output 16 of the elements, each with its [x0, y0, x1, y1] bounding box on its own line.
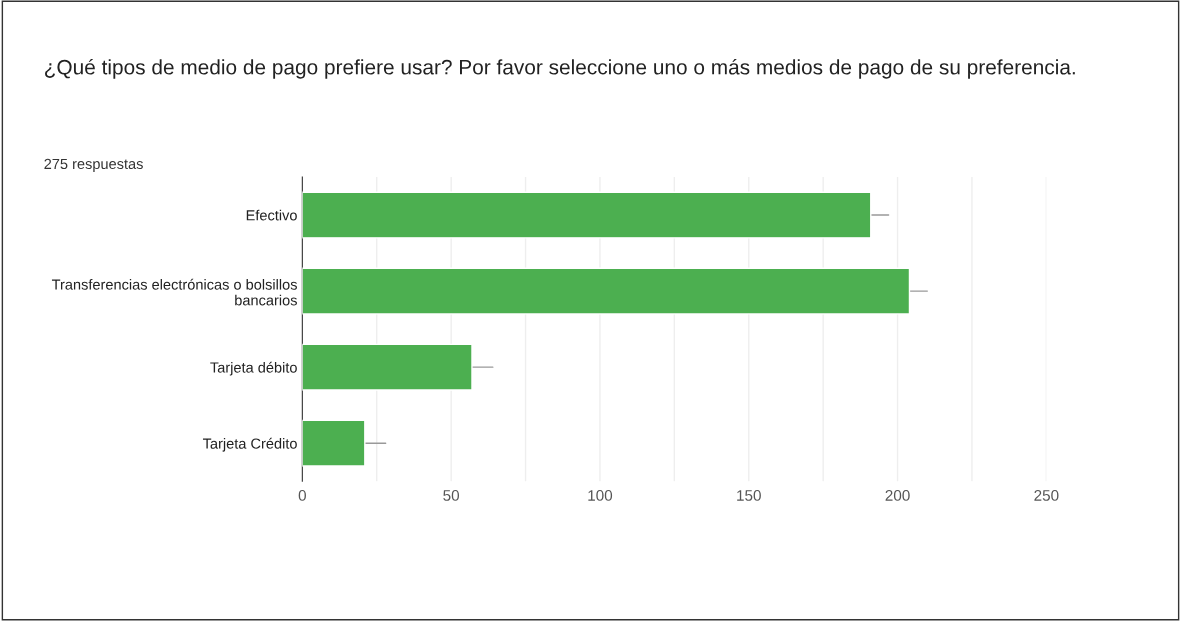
text: 275 respuestas	[44, 158, 143, 172]
bar	[302, 267, 911, 315]
y-tick-label: Transferencias electrónicas o bolsillos bancarios	[51, 278, 297, 306]
bar	[302, 419, 366, 467]
x-tick-label: 250	[1034, 490, 1059, 501]
y-tick-label: Efectivo	[246, 209, 297, 221]
x-tick-label: 100	[588, 490, 613, 501]
y-tick-label: Tarjeta débito	[210, 361, 297, 376]
x-tick-label: 200	[885, 490, 910, 501]
x-tick-label: 50	[443, 490, 460, 501]
bar	[302, 191, 872, 239]
x-tick-label: 0	[298, 490, 306, 501]
x-tick-label: 150	[737, 490, 761, 501]
bar	[302, 343, 473, 391]
chart-title: ¿Qué tipos de medio de pago prefiere usar? Por favor seleccione uno o más medios de pago de su preferencia.	[45, 59, 1075, 79]
y-tick-label: Tarjeta Crédito	[202, 437, 297, 452]
